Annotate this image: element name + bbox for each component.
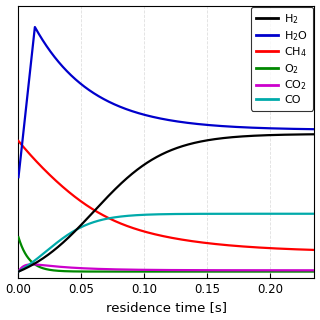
Legend: H$_2$, H$_2$O, CH$_4$, O$_2$, CO$_2$, CO: H$_2$, H$_2$O, CH$_4$, O$_2$, CO$_2$, CO — [251, 7, 313, 111]
X-axis label: residence time [s]: residence time [s] — [106, 301, 227, 315]
